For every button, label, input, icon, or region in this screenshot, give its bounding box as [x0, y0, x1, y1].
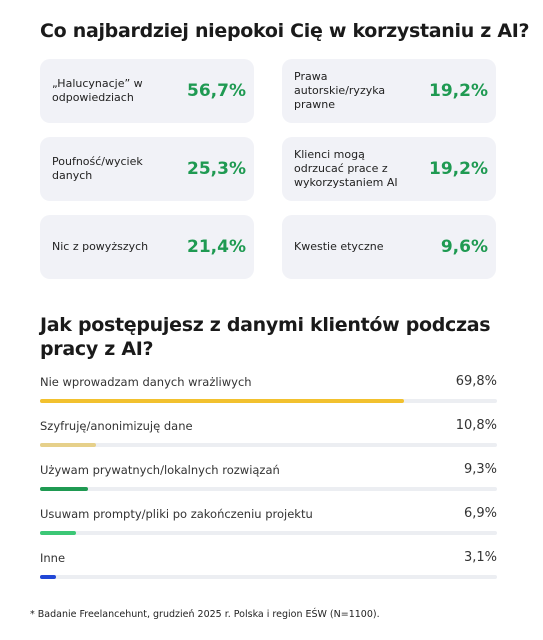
card-label: Klienci mogą odrzucać prace z wykorzysta…: [294, 148, 398, 189]
bar-fill-3: [40, 531, 76, 535]
bar-fill-1: [40, 443, 97, 447]
bar-fill-4: [40, 575, 57, 579]
card-value: 19,2%: [429, 81, 488, 101]
bar-label-3: Usuwam prompty/pliki po zakończeniu proj…: [40, 507, 313, 521]
card-label: Prawa autorskie/ryzyka prawne: [294, 70, 386, 111]
chart-title: Jak postępujesz z danymi klientów podcza…: [40, 314, 491, 360]
bar-fill-0: [40, 399, 404, 403]
concern-card-client-rejection: Klienci mogą odrzucać prace z wykorzysta…: [282, 137, 496, 201]
bar-value-2: 9,3%: [463, 462, 497, 477]
card-label: Nic z powyższych: [52, 240, 149, 253]
concern-card-privacy: Poufność/wyciek danych 25,3%: [40, 137, 254, 201]
card-value: 56,7%: [187, 81, 246, 101]
bar-track-3: [40, 531, 497, 535]
concern-card-hallucinations: „Halucynacje” w odpowiedziach 56,7%: [40, 59, 254, 123]
bar-label-0: Nie wprowadzam danych wrażliwych: [40, 375, 252, 389]
bar-track-4: [40, 575, 497, 579]
bar-value-4: 3,1%: [463, 550, 497, 565]
card-label: „Halucynacje” w odpowiedziach: [52, 77, 143, 104]
bar-track-2: [40, 487, 497, 491]
concern-card-ethics: Kwestie etyczne 9,6%: [282, 215, 496, 279]
card-value: 25,3%: [187, 159, 246, 179]
card-value: 9,6%: [440, 237, 488, 257]
section1-title: Co najbardziej niepokoi Cię w korzystani…: [40, 20, 530, 42]
bar-label-1: Szyfruję/anonimizuję dane: [40, 419, 193, 433]
bar-label-2: Używam prywatnych/lokalnych rozwiązań: [40, 463, 280, 477]
bar-value-0: 69,8%: [455, 374, 497, 389]
footnote: * Badanie Freelancehunt, grudzień 2025 r…: [30, 609, 380, 620]
bar-label-4: Inne: [40, 551, 66, 565]
bar-fill-2: [40, 487, 89, 491]
concern-card-copyright: Prawa autorskie/ryzyka prawne 19,2%: [282, 59, 496, 123]
bar-value-1: 10,8%: [455, 418, 497, 433]
bar-track-0: [40, 399, 497, 403]
bar-value-3: 6,9%: [463, 506, 497, 521]
card-label: Poufność/wyciek danych: [52, 155, 143, 182]
card-value: 19,2%: [429, 159, 488, 179]
concern-card-none: Nic z powyższych 21,4%: [40, 215, 254, 279]
card-label: Kwestie etyczne: [294, 240, 384, 253]
card-value: 21,4%: [187, 237, 246, 257]
bar-track-1: [40, 443, 497, 447]
